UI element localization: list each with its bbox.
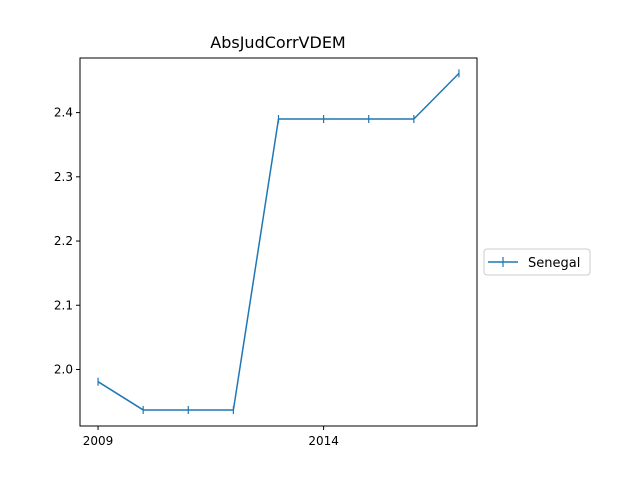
y-tick-label: 2.4 [54,106,73,120]
plot-series [97,69,460,414]
y-tick-label: 2.1 [54,298,73,312]
x-axis: 2009 2014 [83,426,339,448]
y-tick-label: 2.2 [54,234,73,248]
x-tick-label: 2014 [308,434,339,448]
y-tick-label: 2.0 [54,362,73,376]
chart-title: AbsJudCorrVDEM [210,33,345,52]
plot-frame [79,57,478,427]
legend-label-senegal: Senegal [528,256,580,271]
legend-box [483,248,591,276]
y-axis: 2.0 2.1 2.2 2.3 2.4 [54,106,80,376]
legend: Senegal [483,248,591,276]
y-tick-label: 2.3 [54,170,73,184]
x-tick-label: 2009 [83,434,114,448]
